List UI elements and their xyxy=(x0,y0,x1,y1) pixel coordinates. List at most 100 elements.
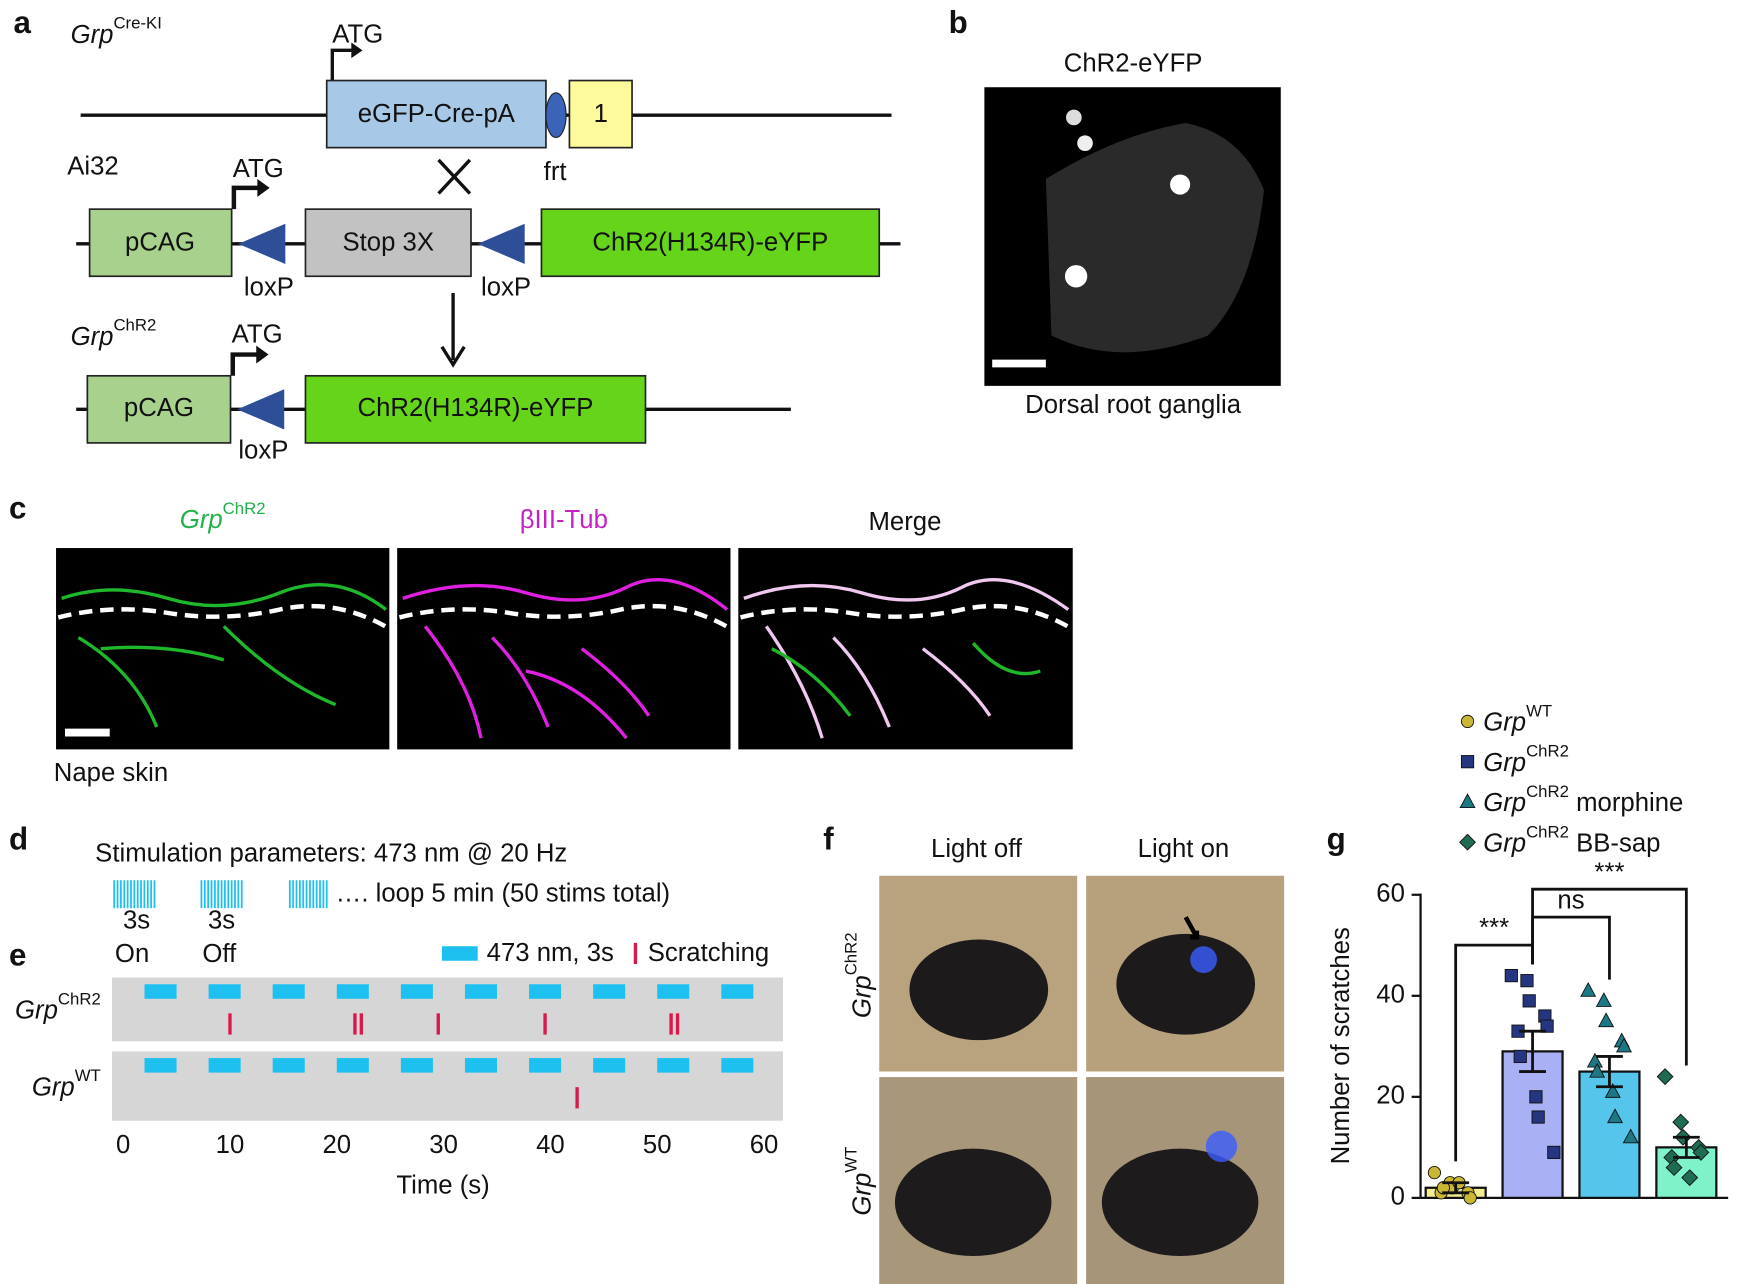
image-title: Merge xyxy=(869,508,942,536)
data-point xyxy=(1580,981,1597,997)
duration: 3s xyxy=(123,906,150,934)
gene-box xyxy=(304,374,647,444)
panel-a: GrpCre-KI ATG eGFP-Cre-pA 1 frt Ai32 pCA… xyxy=(67,14,901,465)
data-point xyxy=(1529,1090,1543,1104)
genotype: GrpChR2 xyxy=(71,316,157,351)
name-italic: Grp xyxy=(1483,749,1526,777)
arrow-head xyxy=(440,345,466,368)
x-tick-label: 30 xyxy=(429,1131,458,1159)
x-tick-label: 20 xyxy=(322,1131,351,1159)
genotype: Ai32 xyxy=(67,153,118,181)
data-point xyxy=(1522,994,1536,1008)
pulse-trains xyxy=(113,880,328,909)
x-axis-label: Time (s) xyxy=(396,1171,489,1199)
site-label: loxP xyxy=(481,273,531,301)
stim-text: Stimulation parameters: 473 nm @ 20 Hz xyxy=(95,839,567,867)
legend-label: GrpChR2 xyxy=(1483,742,1569,777)
stimulus xyxy=(144,984,177,999)
panel-label: a xyxy=(14,5,32,40)
data-point xyxy=(1615,1037,1633,1053)
panel-label: d xyxy=(9,821,28,856)
row-label: GrpChR2 xyxy=(842,932,877,1018)
name-sup: ChR2 xyxy=(1526,782,1569,801)
name-sup: ChR2 xyxy=(1526,823,1569,842)
panel-d: Stimulation parameters: 473 nm @ 20 Hz …… xyxy=(95,839,670,968)
y-tick-label: 0 xyxy=(1391,1183,1405,1211)
data-point xyxy=(1604,1083,1621,1098)
cell xyxy=(1064,265,1088,288)
mouse xyxy=(1116,933,1256,1035)
stimulus xyxy=(400,984,433,999)
data-point xyxy=(1665,1159,1683,1177)
arrow-head xyxy=(351,42,363,59)
name-italic: Grp xyxy=(32,1073,75,1101)
legend-label: GrpChR2 BB-sap xyxy=(1483,823,1660,858)
stimulus xyxy=(529,1058,562,1073)
name-sup: ChR2 xyxy=(1526,742,1569,761)
panel-label: b xyxy=(949,5,968,40)
column-label: Light off xyxy=(931,835,1023,863)
fibers xyxy=(743,578,1070,739)
box-label: eGFP-Cre-pA xyxy=(358,100,516,128)
significance-label: ns xyxy=(1557,886,1584,914)
data-point xyxy=(1504,969,1518,983)
cell xyxy=(1077,135,1093,151)
loxp xyxy=(238,223,286,264)
stimulus xyxy=(593,1058,626,1073)
arrow-head xyxy=(257,178,270,197)
fibers xyxy=(771,642,1041,717)
image-title: GrpChR2 xyxy=(180,499,266,534)
state: Off xyxy=(202,940,237,968)
data-point xyxy=(1463,1191,1477,1205)
data-point xyxy=(1595,992,1612,1007)
boundary xyxy=(398,603,732,631)
name-italic: Grp xyxy=(15,996,58,1024)
site-label: frt xyxy=(544,158,567,186)
stimulus xyxy=(272,1058,305,1073)
fibers xyxy=(61,582,388,728)
data-point xyxy=(1681,1169,1699,1187)
row-label: GrpChR2 xyxy=(15,990,101,1025)
legend-label: 473 nm, 3s xyxy=(487,939,614,967)
data-point xyxy=(1598,1012,1615,1028)
name-sup: WT xyxy=(75,1067,101,1086)
legend-marker xyxy=(1459,833,1477,851)
cross xyxy=(437,158,472,195)
data-point xyxy=(1513,1049,1527,1064)
panel-c: GrpChR2 βIII-Tub Merge Nape skin xyxy=(54,499,1073,787)
frt-site xyxy=(545,92,567,139)
atg: ATG xyxy=(332,21,383,49)
legend-marker xyxy=(1460,714,1475,729)
gene-box xyxy=(325,79,547,149)
data-point xyxy=(1540,1019,1554,1033)
data-point xyxy=(1672,1113,1690,1131)
y-tick-label: 40 xyxy=(1376,981,1405,1009)
data-point xyxy=(1589,1062,1606,1078)
legend-marker xyxy=(1459,793,1476,808)
atg-arrow xyxy=(230,352,259,376)
error-bar xyxy=(1596,1055,1623,1089)
light xyxy=(1205,1130,1238,1163)
bar xyxy=(1501,1050,1564,1199)
box-label: 1 xyxy=(594,100,608,128)
stimulus xyxy=(657,984,690,999)
box-label: pCAG xyxy=(125,229,195,257)
stimulus xyxy=(464,1058,498,1073)
mouse xyxy=(909,939,1049,1041)
box-label: pCAG xyxy=(124,394,194,422)
x-tick-label: 0 xyxy=(116,1131,130,1159)
image-title: βIII-Tub xyxy=(520,506,608,534)
genotype: GrpCre-KI xyxy=(71,14,162,49)
data-point xyxy=(1607,1108,1624,1124)
site-label: loxP xyxy=(244,273,294,301)
mouse xyxy=(1101,1148,1259,1257)
x-tick-label: 60 xyxy=(750,1131,779,1159)
box-label: ChR2(H134R)-eYFP xyxy=(592,229,828,257)
data-point xyxy=(1656,1068,1674,1086)
data-point xyxy=(1520,974,1534,988)
stimulus xyxy=(464,984,498,999)
error-bar xyxy=(1519,1029,1546,1073)
data-point xyxy=(1531,1110,1545,1124)
row-label: GrpWT xyxy=(842,1147,877,1216)
name-italic: Grp xyxy=(1483,789,1526,817)
